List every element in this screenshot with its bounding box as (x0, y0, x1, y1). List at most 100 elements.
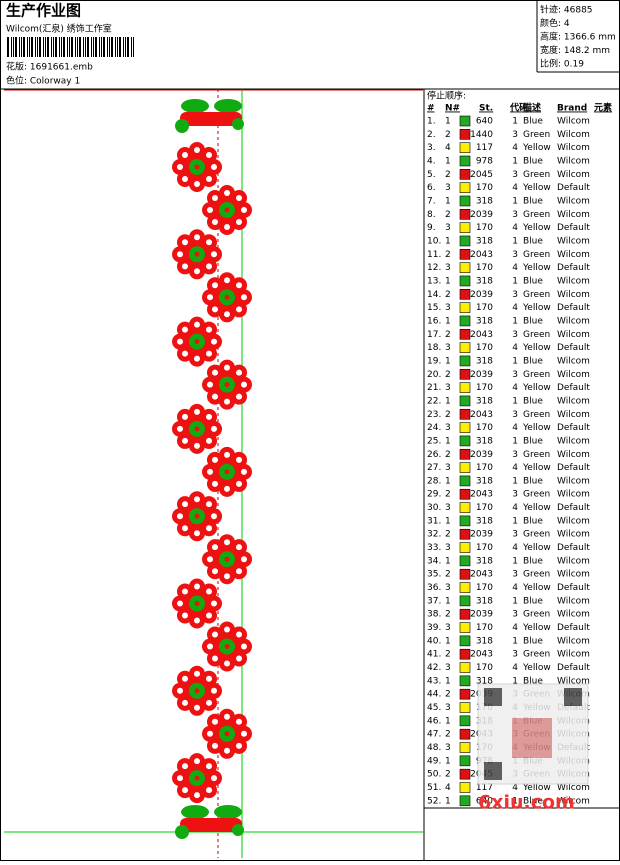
code: 4 (512, 423, 518, 433)
color-swatch (459, 528, 471, 540)
bar-stripe (91, 37, 92, 57)
brand: Wilcom (557, 436, 590, 446)
bar-stripe (43, 37, 44, 57)
needle: 4 (445, 143, 451, 153)
petal-hole (206, 525, 213, 532)
brand: Wilcom (557, 196, 590, 206)
needle: 2 (445, 290, 451, 300)
brand: Wilcom (557, 290, 590, 300)
stitches: 318 (476, 476, 493, 486)
petal-hole (194, 496, 200, 503)
description: Yellow (522, 383, 551, 393)
petal-hole (211, 655, 218, 662)
row-index: 26. (427, 450, 441, 460)
description: Green (523, 330, 550, 340)
petal-hole (206, 239, 213, 246)
description: Yellow (522, 623, 551, 633)
color-swatch (459, 328, 471, 340)
row-index: 22. (427, 396, 441, 406)
needle: 1 (445, 316, 451, 326)
color-swatch (459, 462, 471, 473)
row-index: 50. (427, 770, 441, 780)
studio: Wilcom(汇泉) 绣饰工作室 (6, 23, 112, 35)
description: Blue (523, 396, 543, 406)
petal-hole (181, 612, 188, 619)
bar-stripe (19, 37, 20, 57)
color-swatch (459, 728, 471, 740)
brand: Wilcom (557, 516, 590, 526)
description: Blue (523, 356, 543, 366)
row-index: 31. (427, 516, 441, 526)
brand: Default (557, 503, 590, 513)
stitches: 170 (476, 623, 493, 633)
stitches: 2043 (470, 650, 493, 660)
stitches: 318 (476, 516, 493, 526)
needle: 2 (445, 250, 451, 260)
description: Green (523, 450, 550, 460)
petal-hole (177, 687, 183, 694)
petal-hole (181, 437, 188, 444)
description: Green (523, 650, 550, 660)
row-index: 32. (427, 530, 441, 540)
petal-hole (194, 442, 200, 449)
barcode (7, 37, 134, 57)
petal-hole (177, 513, 183, 520)
petal-hole (236, 393, 243, 400)
code: 4 (512, 663, 518, 673)
petal-hole (224, 398, 230, 405)
petal-hole (181, 787, 188, 794)
code: 3 (512, 250, 518, 260)
color-swatch (459, 755, 471, 767)
petal-hole (211, 369, 218, 376)
column-header: 元素 (594, 102, 612, 114)
code: 1 (512, 516, 518, 526)
code: 4 (512, 503, 518, 513)
stitches: 170 (476, 383, 493, 393)
petal-hole (194, 268, 200, 275)
row-index: 28. (427, 476, 441, 486)
row-index: 34. (427, 556, 441, 566)
design-preview (4, 89, 423, 858)
stitches: 318 (476, 276, 493, 286)
flower-dot (194, 251, 200, 257)
bar-stripe (115, 37, 116, 57)
row-index: 6. (427, 183, 436, 193)
petal-hole (181, 763, 188, 770)
petal-hole (207, 730, 213, 737)
code: 3 (512, 490, 518, 500)
needle: 4 (445, 783, 451, 793)
petal-hole (211, 742, 218, 749)
leaf (214, 805, 242, 819)
color-swatch (459, 702, 471, 713)
petal-hole (207, 381, 213, 388)
stitches: 318 (476, 676, 493, 686)
stitches: 2045 (470, 170, 493, 180)
brand: Wilcom (557, 156, 590, 166)
row-index: 33. (427, 543, 441, 553)
petal-hole (181, 326, 188, 333)
brand: Default (557, 583, 590, 593)
description: Blue (523, 117, 543, 127)
brand: Default (557, 383, 590, 393)
petal-hole (181, 151, 188, 158)
color-swatch (459, 169, 471, 180)
flower-dot (194, 339, 200, 345)
petal-hole (206, 675, 213, 682)
brand: Wilcom (557, 450, 590, 460)
petal-hole (177, 775, 183, 782)
code: 1 (512, 316, 518, 326)
needle: 2 (445, 130, 451, 140)
qr-code (477, 683, 589, 785)
bar-stripe (7, 37, 9, 57)
code: 1 (512, 117, 518, 127)
petal-hole (236, 718, 243, 725)
color-swatch (459, 568, 471, 580)
petal-hole (224, 277, 230, 284)
leaf (175, 825, 189, 839)
petal-hole (206, 787, 213, 794)
description: Blue (523, 636, 543, 646)
code: 1 (512, 196, 518, 206)
row-index: 46. (427, 716, 441, 726)
code: 4 (512, 783, 518, 793)
